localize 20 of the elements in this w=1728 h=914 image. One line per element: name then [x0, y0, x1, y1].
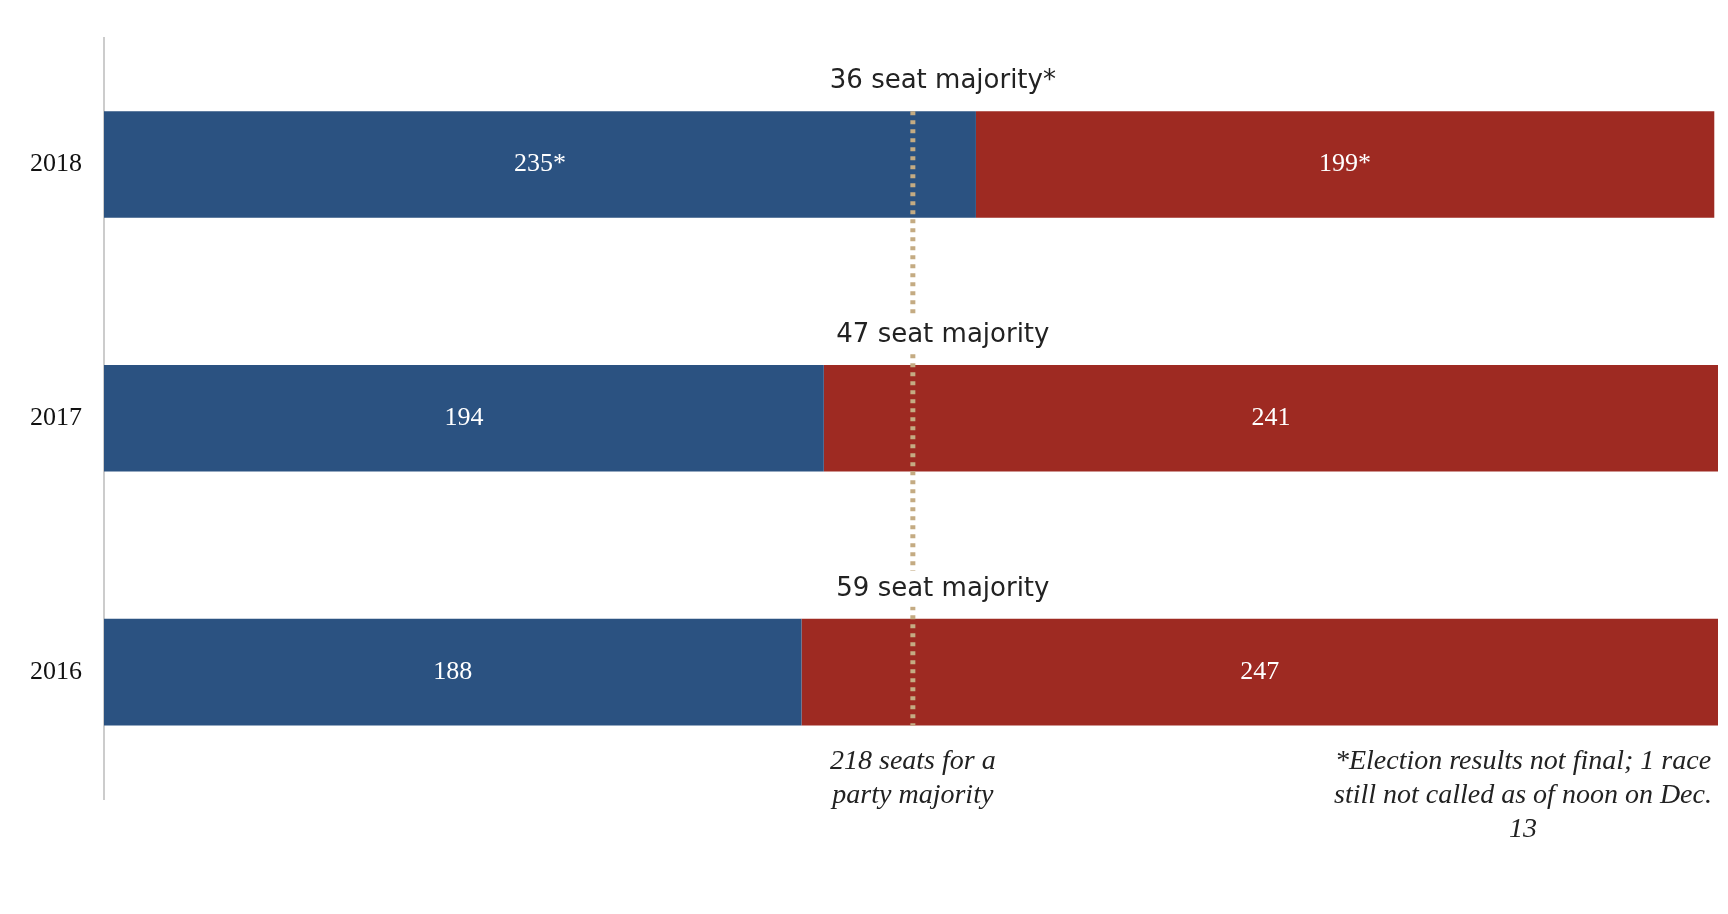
data-label: 199* [1319, 148, 1372, 178]
annotation: *Election results not final; 1 race still not called as of noon on Dec. 13 [1334, 743, 1712, 843]
bar [104, 111, 976, 218]
data-label: 247 [1240, 655, 1280, 685]
data-label: 241 [1251, 402, 1291, 432]
annotation: 59 seat majority [836, 571, 1050, 602]
data-label: 194 [444, 402, 484, 432]
annotation: 36 seat majority* [829, 63, 1056, 94]
bar [104, 618, 802, 726]
data-label: 235* [513, 148, 566, 178]
ref-line-label: 218 seats for a party majority [830, 743, 996, 809]
bar [801, 618, 1718, 726]
bar [104, 365, 824, 472]
bar [975, 111, 1715, 218]
y-tick-label: 2018 [30, 148, 82, 178]
y-tick-label: 2017 [30, 402, 82, 432]
annotation: 47 seat majority [836, 317, 1050, 348]
data-label: 188 [433, 655, 473, 685]
bar [823, 365, 1718, 472]
y-tick-label: 2016 [30, 655, 82, 685]
